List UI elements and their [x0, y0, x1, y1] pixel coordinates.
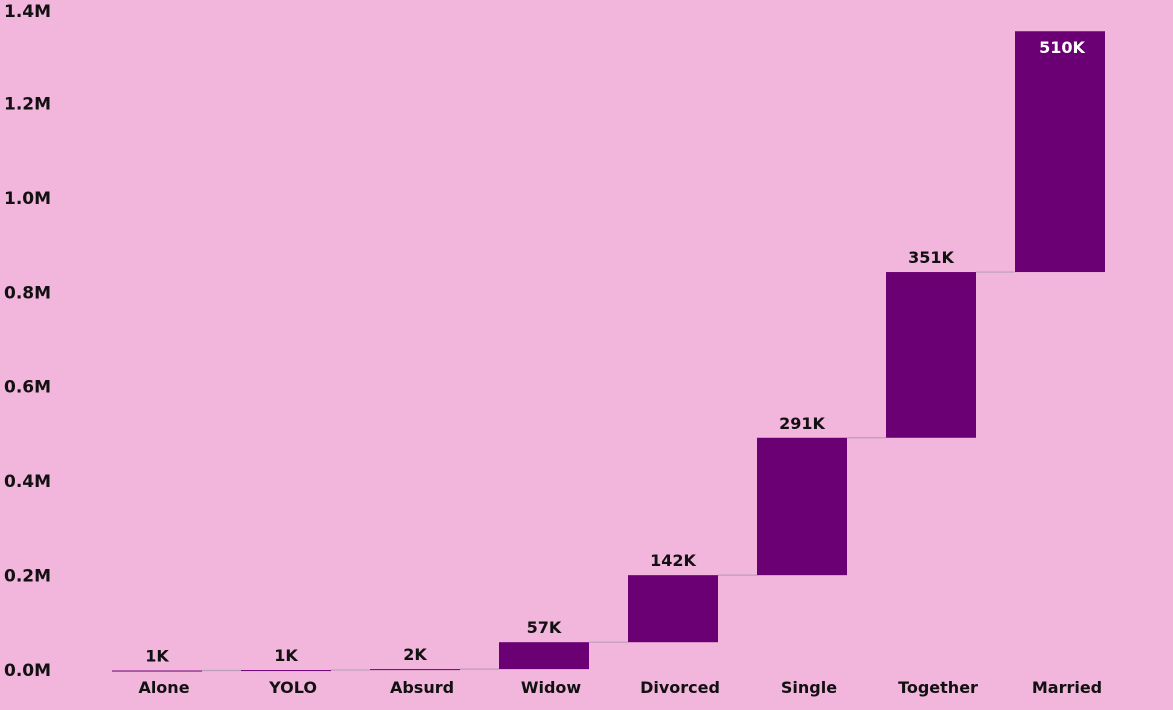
x-tick-label: Widow: [521, 678, 582, 697]
y-tick-label: 1.4M: [4, 2, 51, 22]
bar-yolo: [241, 670, 331, 672]
data-label: 57K: [527, 618, 562, 637]
bar-together: [886, 272, 976, 438]
data-label: 351K: [908, 248, 954, 267]
bar-alone: [112, 670, 202, 672]
bar-married: [1015, 31, 1105, 273]
x-tick-label: Divorced: [640, 678, 720, 697]
bar-divorced: [628, 575, 718, 643]
connector-lines: [202, 271, 1015, 672]
y-tick-label: 0.0M: [4, 661, 51, 681]
data-label: 510K: [1039, 38, 1085, 57]
bar-widow: [499, 642, 589, 670]
y-tick-label: 1.0M: [4, 189, 51, 209]
y-tick-label: 0.8M: [4, 283, 51, 303]
data-label: 142K: [650, 551, 696, 570]
x-tick-label: YOLO: [268, 678, 317, 697]
x-axis: Alone YOLO Absurd Widow Divorced Single Togeth…: [138, 678, 1102, 697]
data-label: 2K: [403, 645, 427, 664]
y-tick-label: 0.4M: [4, 472, 51, 492]
y-tick-label: 0.2M: [4, 567, 51, 587]
bars: [112, 31, 1105, 672]
bar-single: [757, 437, 847, 576]
y-tick-label: 1.2M: [4, 94, 51, 114]
x-tick-label: Together: [898, 678, 978, 697]
x-tick-label: Alone: [138, 678, 189, 697]
x-tick-label: Married: [1032, 678, 1102, 697]
bar-absurd: [370, 669, 460, 671]
x-tick-label: Absurd: [390, 678, 454, 697]
data-labels: 1K 1K 2K 57K 142K 291K 351K 510K: [145, 38, 1085, 665]
y-axis: 0.0M 0.2M 0.4M 0.6M 0.8M 1.0M 1.2M 1.4M: [4, 2, 51, 681]
y-tick-label: 0.6M: [4, 378, 51, 398]
x-tick-label: Single: [781, 678, 837, 697]
data-label: 1K: [145, 647, 169, 666]
data-label: 291K: [779, 414, 825, 433]
data-label: 1K: [274, 646, 298, 665]
